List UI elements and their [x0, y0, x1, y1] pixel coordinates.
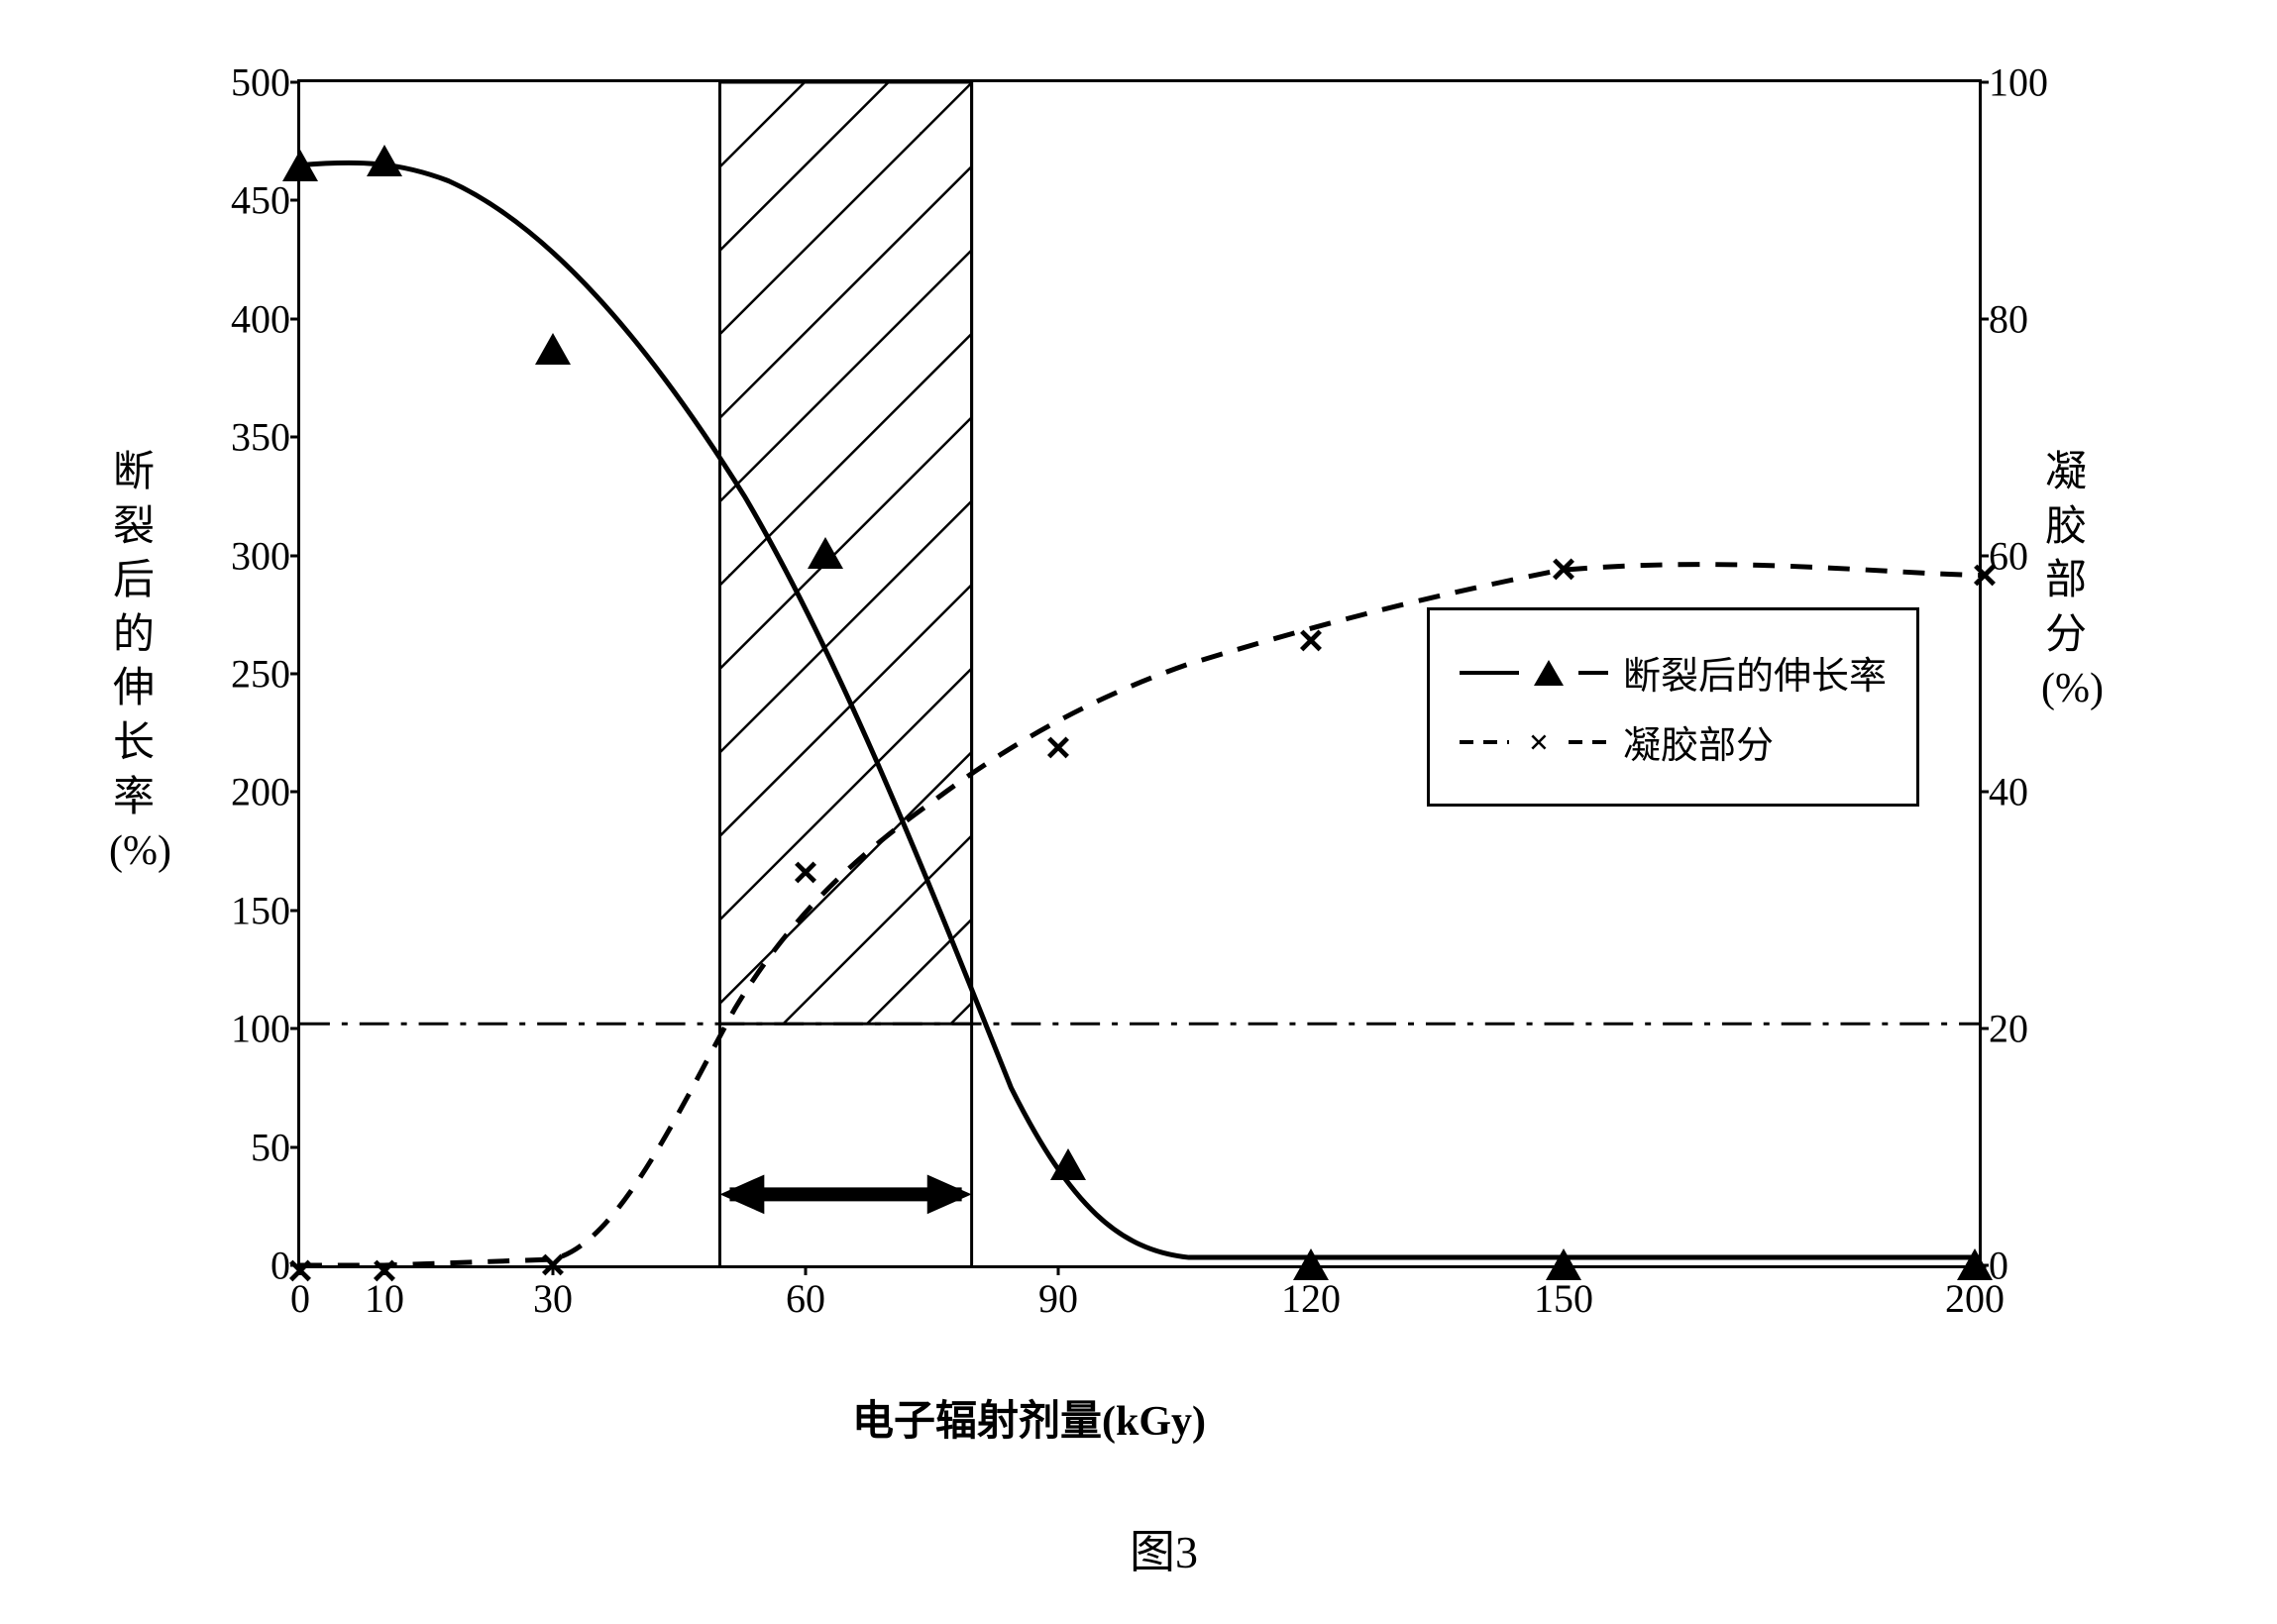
series1-point: [535, 333, 571, 365]
legend-solid-line-icon: [1460, 658, 1519, 688]
legend-dashed-line-icon: [1569, 727, 1608, 757]
y-tick-left: 0: [201, 1243, 290, 1289]
chart-container: × × × × × × × × 500 450 400 350 300 250 …: [99, 50, 2180, 1536]
legend-item-series2: × 凝胶部分: [1460, 714, 1887, 769]
y-tick-left: 450: [201, 177, 290, 224]
x-tick: 200: [1945, 1275, 2005, 1322]
y-tick-left: 250: [201, 651, 290, 698]
legend-dashed-line-icon: [1460, 727, 1509, 757]
triangle-icon: [1534, 660, 1564, 686]
series2-point: ×: [1045, 723, 1071, 773]
y-tick-left: 150: [201, 887, 290, 933]
y-tick-right: 80: [1989, 295, 2068, 342]
legend-label: 凝胶部分: [1623, 714, 1774, 769]
series1-point: [1050, 1148, 1086, 1180]
legend: 断裂后的伸长率 × 凝胶部分: [1427, 607, 1919, 807]
x-axis-label: 电子辐射剂量(kGy): [852, 1387, 1206, 1448]
series1-point: [367, 145, 402, 176]
y-tick-left: 400: [201, 295, 290, 342]
x-tick: 90: [1038, 1275, 1078, 1322]
legend-label: 断裂后的伸长率: [1623, 645, 1887, 700]
x-tick: 0: [290, 1275, 310, 1322]
series2-point: ×: [793, 848, 818, 898]
y-tick-right: 40: [1989, 769, 2068, 815]
y-tick-left: 350: [201, 414, 290, 461]
y-tick-left: 500: [201, 59, 290, 106]
figure-caption: 图3: [1130, 1516, 1198, 1581]
y-tick-left: 300: [201, 532, 290, 579]
plot-area: × × × × × × × × 500 450 400 350 300 250 …: [297, 79, 1982, 1268]
y-tick-right: 20: [1989, 1006, 2068, 1052]
y-tick-left: 50: [201, 1124, 290, 1170]
x-tick: 150: [1534, 1275, 1593, 1322]
x-tick: 120: [1281, 1275, 1341, 1322]
x-tick: 10: [365, 1275, 404, 1322]
series1-point: [808, 537, 843, 569]
y-tick-left: 200: [201, 769, 290, 815]
y-axis-right-label: 凝胶部分(%): [2041, 446, 2091, 716]
x-marker-icon: ×: [1524, 721, 1554, 763]
legend-item-series1: 断裂后的伸长率: [1460, 645, 1887, 700]
y-axis-left-label: 断裂后的伸长率(%): [109, 446, 159, 879]
series2-point: ×: [1298, 616, 1324, 666]
series2-point: ×: [1551, 545, 1576, 595]
y-tick-left: 100: [201, 1006, 290, 1052]
y-tick-right: 100: [1989, 59, 2068, 106]
x-tick: 60: [786, 1275, 825, 1322]
legend-solid-line-icon: [1578, 658, 1608, 688]
x-tick: 30: [533, 1275, 573, 1322]
